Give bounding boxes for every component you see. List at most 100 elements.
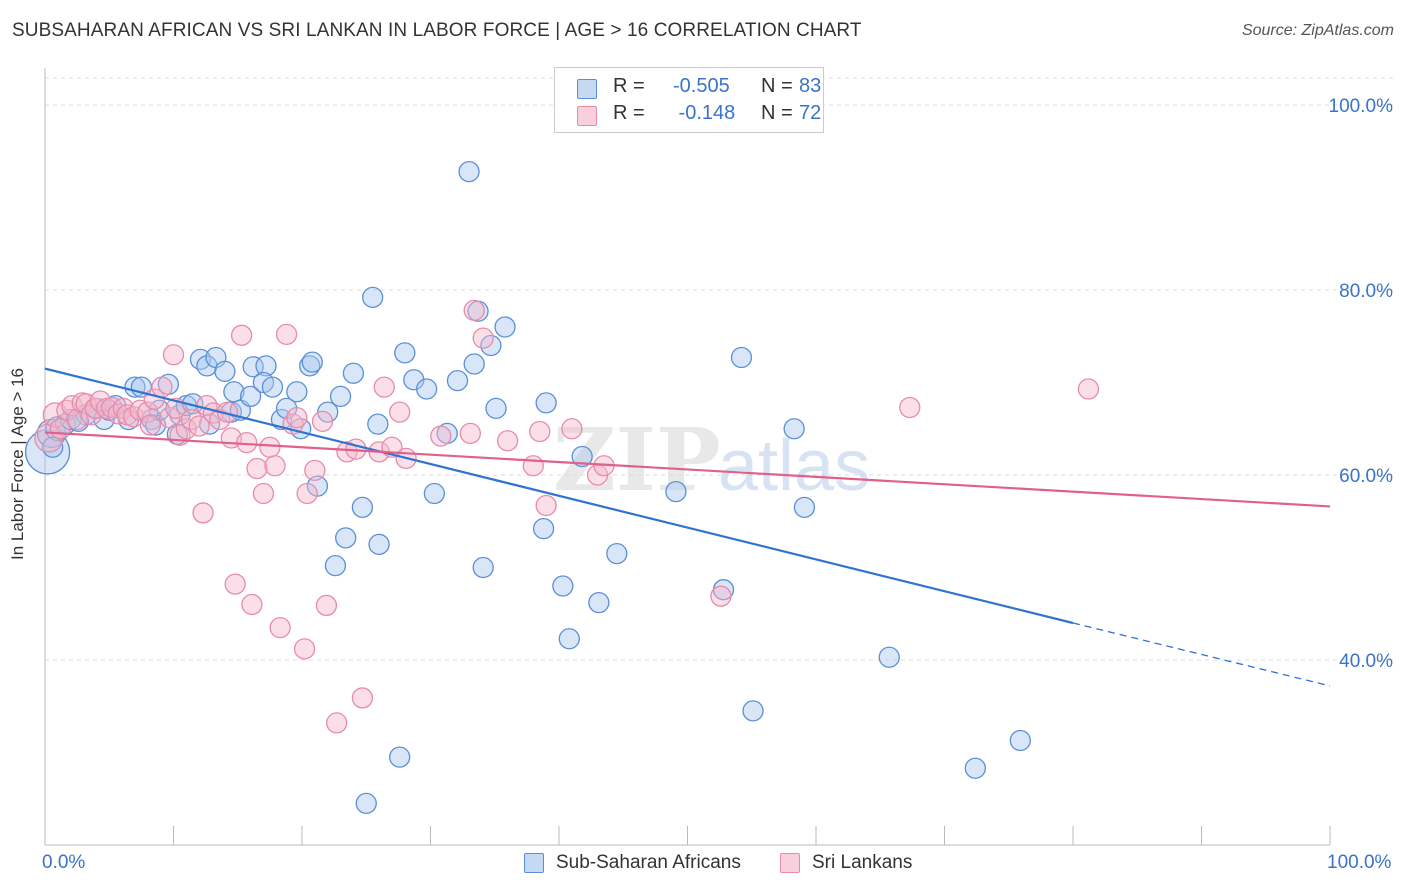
point-sri-lankan [710, 585, 732, 607]
point-sub-saharan [606, 542, 628, 565]
point-sub-saharan [299, 355, 321, 377]
correlation-legend: R = -0.505 N = 83 R = -0.148 N = 72 [554, 67, 824, 133]
trend-line-sub-saharan [44, 367, 1074, 625]
point-sri-lankan [472, 327, 494, 349]
point-sub-saharan [1009, 729, 1031, 752]
series-sri-lankans [34, 299, 1100, 734]
point-sri-lankan [66, 408, 88, 431]
point-sri-lankan [899, 396, 921, 419]
point-sub-saharan [214, 360, 236, 383]
axes [44, 68, 1331, 846]
point-sri-lankan [252, 482, 275, 505]
chart-title: SUBSAHARAN AFRICAN VS SRI LANKAN IN LABO… [12, 20, 862, 41]
point-sub-saharan [367, 413, 389, 435]
point-sri-lankan [137, 401, 159, 423]
point-sri-lankan [463, 299, 485, 322]
bottom-legend-label: Sub-Saharan Africans [556, 852, 741, 873]
point-sub-saharan [329, 385, 352, 408]
legend-n-label: N = [761, 75, 793, 97]
trend-line-sri-lankan [44, 431, 1331, 508]
point-sri-lankan [192, 502, 214, 524]
trend-lines [44, 367, 1331, 687]
bottom-legend-swatch-blue [524, 853, 544, 873]
point-sri-lankan [1077, 378, 1100, 400]
point-sub-saharan [324, 555, 347, 577]
point-sri-lankan [259, 436, 281, 458]
y-tick-labels: 40.0% 60.0% 80.0% 100.0% [1329, 96, 1394, 672]
point-sub-saharan [742, 700, 764, 722]
y-tick-label: 100.0% [1329, 96, 1394, 117]
point-sub-saharan [423, 482, 446, 505]
watermark-zip: ZIP [553, 410, 721, 511]
point-sub-saharan [189, 348, 212, 371]
point-sri-lankan [123, 406, 145, 428]
point-sub-saharan [301, 351, 323, 373]
source-attribution: Source: ZipAtlas.com [1241, 22, 1394, 39]
point-sri-lankan [522, 455, 544, 477]
point-sub-saharan [270, 408, 293, 431]
point-sub-saharan [286, 381, 308, 403]
y-tick-label: 40.0% [1339, 651, 1393, 672]
legend-swatch-pink [577, 106, 597, 126]
point-sri-lankan [151, 376, 173, 398]
point-sri-lankan [293, 638, 316, 660]
point-sub-saharan [394, 342, 416, 364]
point-sri-lankan [162, 344, 185, 366]
legend-r-value: -0.148 [673, 102, 736, 124]
point-sri-lankan [224, 573, 246, 595]
bottom-legend-swatch-pink [780, 853, 800, 873]
y-axis-title: In Labor Force | Age > 16 [8, 367, 27, 560]
point-sri-lankan [529, 420, 551, 443]
point-sub-saharan [571, 445, 593, 468]
x-axis-min-label: 0.0% [42, 852, 86, 873]
point-sri-lankan [326, 712, 348, 734]
point-sub-saharan [335, 527, 357, 549]
point-sri-lankan [389, 401, 411, 423]
x-axis-max-label: 100.0% [1327, 852, 1392, 873]
point-sri-lankan [311, 410, 334, 433]
point-sub-saharan [355, 792, 377, 815]
point-sri-lankan [209, 408, 231, 431]
legend-n-value: 83 [799, 75, 822, 97]
point-sub-saharan [239, 385, 262, 408]
point-sub-saharan [535, 392, 557, 414]
point-sri-lankan [351, 687, 374, 709]
point-sub-saharan [415, 378, 438, 400]
point-sri-lankan [269, 616, 291, 639]
point-sri-lankan [373, 376, 395, 398]
point-sri-lankan [129, 399, 151, 421]
point-sri-lankan [459, 422, 481, 445]
point-sub-saharan [878, 646, 900, 668]
point-sri-lankan [430, 425, 452, 447]
point-sub-saharan [261, 376, 284, 398]
point-sub-saharan [362, 286, 384, 309]
point-sub-saharan [480, 334, 502, 357]
point-sub-saharan [463, 353, 485, 375]
point-sub-saharan [342, 362, 365, 384]
point-sri-lankan [246, 457, 268, 480]
point-sri-lankan [296, 482, 318, 505]
point-sub-saharan [368, 533, 390, 556]
watermark: ZIP atlas [553, 410, 870, 511]
y-tick-label: 80.0% [1339, 281, 1393, 302]
point-sub-saharan [446, 369, 469, 392]
legend-n-value: 72 [799, 102, 822, 124]
point-sub-saharan [351, 496, 374, 519]
point-sri-lankan [241, 593, 263, 616]
point-sub-saharan [472, 556, 494, 579]
legend-n-label: N = [761, 102, 793, 124]
point-sub-saharan [588, 592, 610, 614]
trend-line-sub-saharan-extension [1072, 622, 1331, 687]
point-sri-lankan [101, 396, 123, 419]
point-sub-saharan [793, 496, 816, 519]
point-sri-lankan [535, 494, 557, 517]
point-sub-saharan [458, 160, 480, 183]
point-sub-saharan [665, 480, 687, 503]
point-sub-saharan [552, 575, 574, 597]
point-sri-lankan [275, 323, 298, 346]
point-sri-lankan [139, 414, 162, 436]
point-sub-saharan [532, 518, 555, 540]
y-tick-label: 60.0% [1339, 466, 1393, 487]
point-sub-saharan [223, 381, 245, 403]
